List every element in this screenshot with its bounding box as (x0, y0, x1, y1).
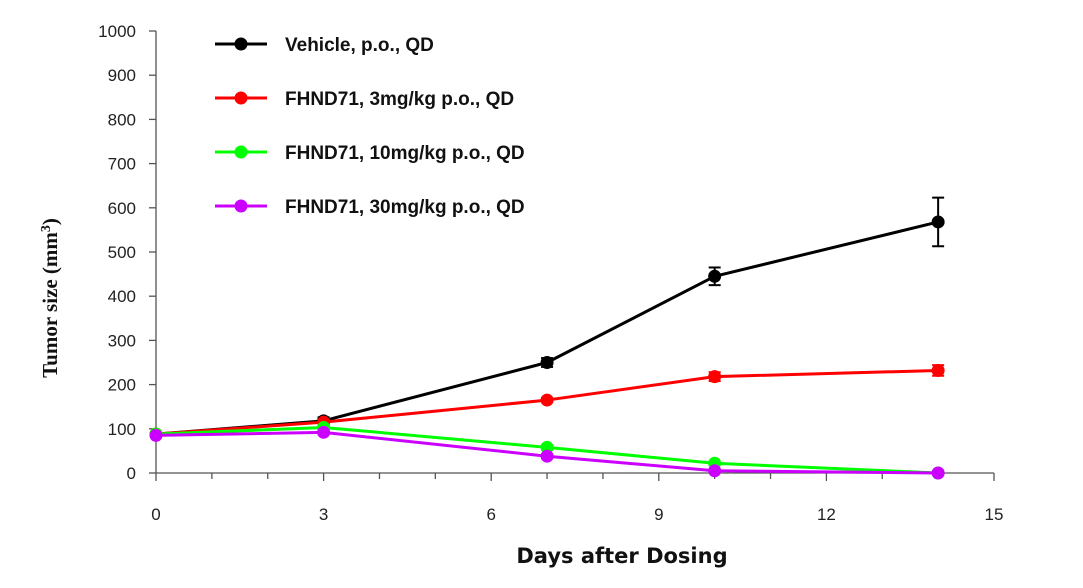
data-point (540, 449, 554, 463)
data-point (540, 393, 554, 407)
legend-entry-1: Vehicle, p.o., QD (215, 35, 434, 56)
data-point (149, 428, 163, 442)
legend-marker (234, 199, 248, 213)
data-point (708, 464, 722, 478)
y-tick-label: 800 (108, 110, 136, 129)
x-tick-label: 12 (817, 505, 836, 524)
legend: Vehicle, p.o., QD FHND71, 3mg/kg p.o., QD… (215, 35, 525, 218)
legend-label: FHND71, 10mg/kg p.o., QD (285, 143, 525, 164)
y-tick-label: 0 (127, 464, 136, 483)
y-tick-label: 500 (108, 243, 136, 262)
legend-marker (234, 37, 248, 51)
y-tick-label: 300 (108, 331, 136, 350)
series-4 (149, 425, 945, 480)
data-point (708, 370, 722, 384)
y-axis-title-close: ) (38, 218, 62, 225)
data-point (931, 466, 945, 480)
data-point (708, 269, 722, 283)
y-axis-title: Tumor size (mm3) (38, 218, 62, 378)
ticks: 0 100 200 300 400 500 600 700 800 900 1000 0 3 6 9 12 15 (98, 22, 1003, 524)
legend-entry-3: FHND71, 10mg/kg p.o., QD (215, 143, 525, 164)
x-tick-label: 15 (985, 505, 1004, 524)
legend-entry-2: FHND71, 3mg/kg p.o., QD (215, 89, 514, 110)
y-axis-title-superscript: 3 (39, 225, 54, 232)
y-axis-title-main: Tumor size (mm (38, 232, 62, 378)
x-tick-label: 9 (654, 505, 663, 524)
data-point (931, 215, 945, 229)
legend-entry-4: FHND71, 30mg/kg p.o., QD (215, 197, 525, 218)
y-tick-label: 400 (108, 287, 136, 306)
y-tick-label: 1000 (98, 22, 136, 41)
x-axis-title: Days after Dosing (516, 544, 727, 568)
legend-label: Vehicle, p.o., QD (285, 35, 434, 56)
data-point (931, 363, 945, 377)
legend-label: FHND71, 3mg/kg p.o., QD (285, 89, 514, 110)
axes (155, 31, 994, 474)
legend-label: FHND71, 30mg/kg p.o., QD (285, 197, 525, 218)
data-point (317, 425, 331, 439)
x-tick-label: 0 (151, 505, 160, 524)
y-tick-label: 200 (108, 376, 136, 395)
y-tick-label: 700 (108, 155, 136, 174)
x-tick-label: 3 (319, 505, 328, 524)
legend-marker (234, 91, 248, 105)
y-tick-label: 100 (108, 420, 136, 439)
y-tick-label: 900 (108, 66, 136, 85)
x-tick-label: 6 (486, 505, 495, 524)
data-point (540, 356, 554, 369)
y-tick-label: 600 (108, 199, 136, 218)
series-2 (149, 363, 945, 441)
series-layer (149, 196, 945, 480)
legend-marker (234, 145, 248, 159)
